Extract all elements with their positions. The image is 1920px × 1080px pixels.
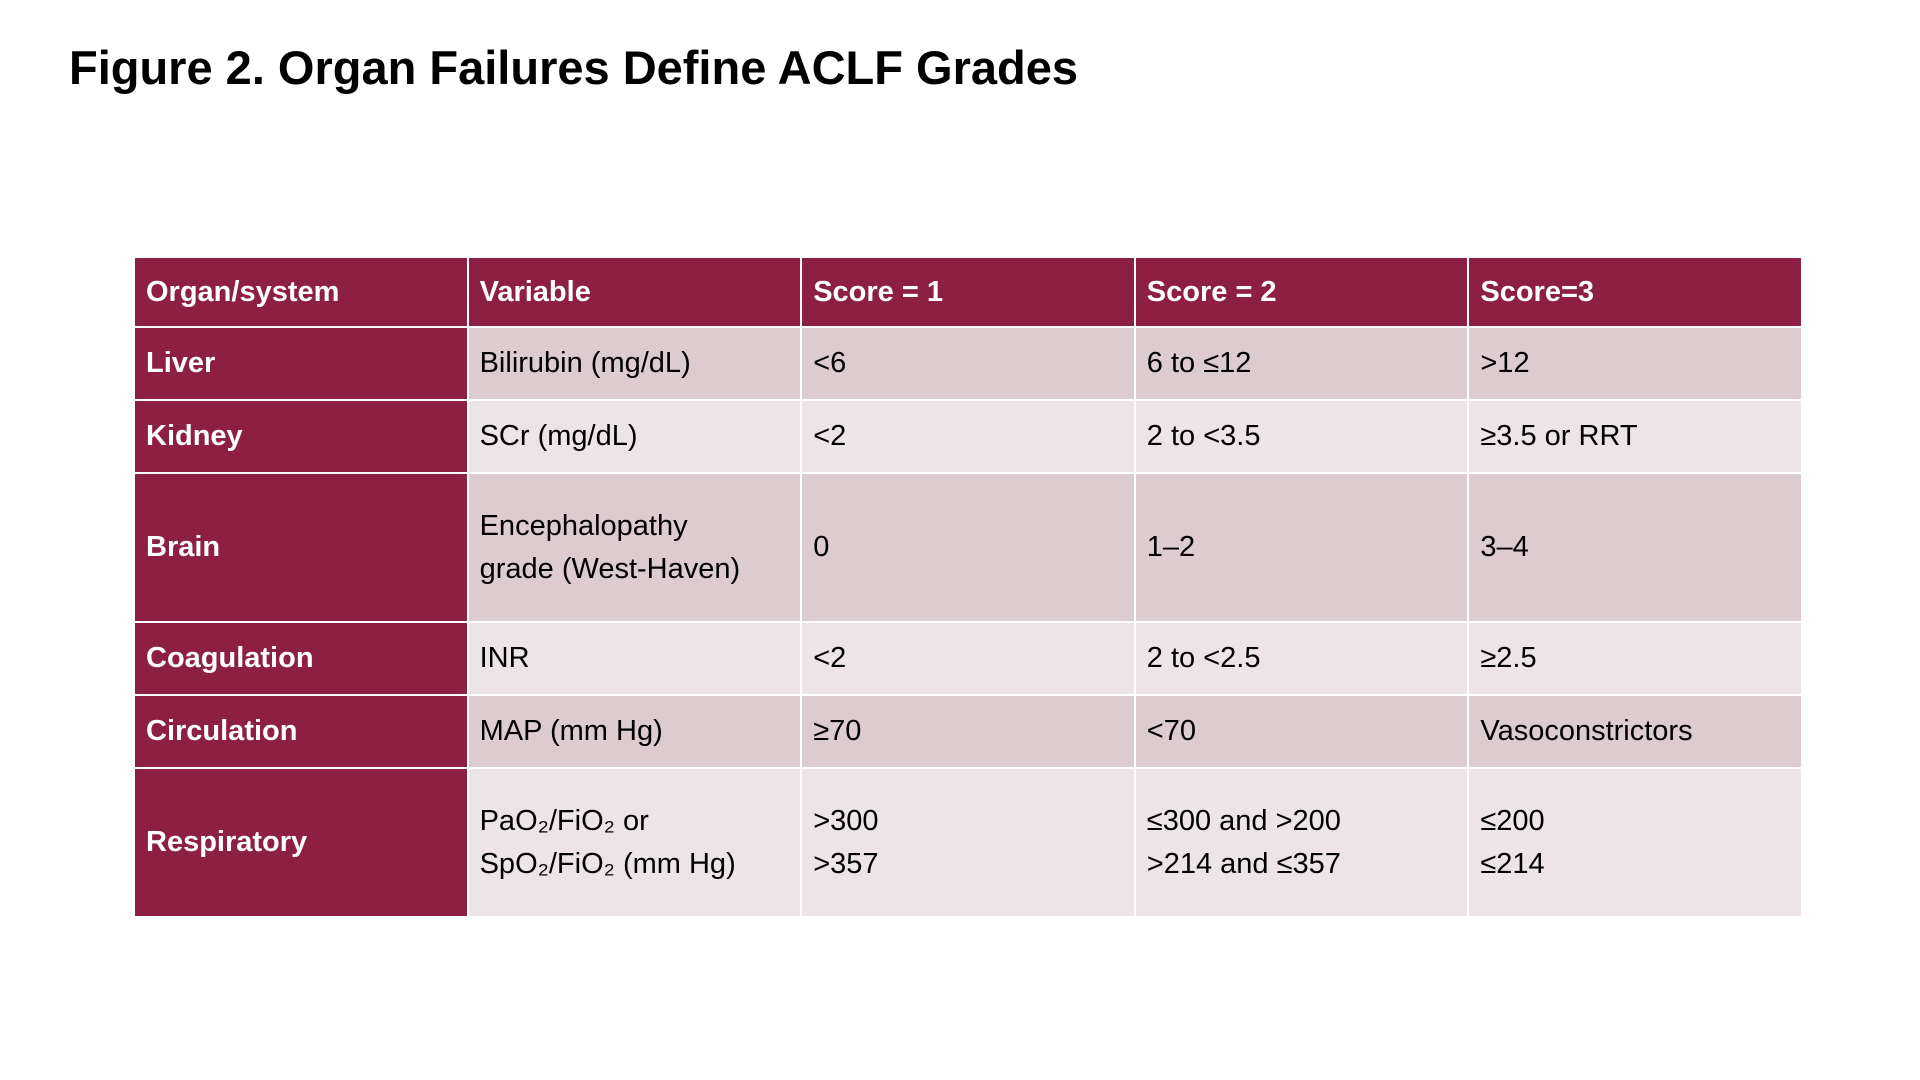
title: Figure 2. Organ Failures Define ACLF Gra… [69,41,1078,94]
table-cell: ≥3.5 or RRT [1467,399,1803,474]
table-row: Circulation MAP (mm Hg) ≥70 <70 Vasoconstric… [133,694,1803,769]
table-cell: <6 [800,326,1136,401]
table: Organ/system Variable Score = 1 Score = 2 Sc… [133,256,1803,918]
table-cell: Bilirubin (mg/dL) [466,326,803,401]
table-row: Kidney SCr (mg/dL) <2 2 to <3.5 ≥3.5 or RRT [133,399,1803,474]
organ-cell: Kidney [133,399,469,474]
table-cell: 2 to <2.5 [1133,621,1470,696]
organ-cell: Circulation [133,694,469,769]
cell-line: >214 and ≤357 [1146,847,1341,880]
organ-cell: Brain [133,472,469,623]
cell-line: Encephalopathy [479,509,688,542]
table-cell: 6 to ≤12 [1133,326,1470,401]
table-header: Organ/system Variable Score = 1 Score = 2 Sc… [133,256,1803,328]
table-row: Respiratory PaO₂/FiO₂ or SpO₂/FiO₂ (mm Hg)… [133,767,1803,918]
organ-cell: Liver [133,326,469,401]
table-cell: ≥2.5 [1467,621,1803,696]
column-header: Score = 2 [1133,256,1470,328]
table-cell: <70 [1133,694,1470,769]
cell-line: ≤300 and >200 [1146,804,1341,837]
organ-cell: Coagulation [133,621,469,696]
table-cell: MAP (mm Hg) [466,694,803,769]
cell-line: >357 [813,847,879,880]
table-cell: >300 >357 [800,767,1136,918]
table-cell: 2 to <3.5 [1133,399,1470,474]
cell-line: PaO₂/FiO₂ or [479,804,649,837]
table-cell: SCr (mg/dL) [466,399,803,474]
column-header: Score=3 [1467,256,1803,328]
table-cell: PaO₂/FiO₂ or SpO₂/FiO₂ (mm Hg) [466,767,803,918]
table-cell: <2 [800,621,1136,696]
table-row: Coagulation INR <2 2 to <2.5 ≥2.5 [133,621,1803,696]
table-body: Liver Bilirubin (mg/dL) <6 6 to ≤12 >12 Kidne… [133,326,1803,918]
cell-line: ≤214 [1480,847,1545,880]
table-cell: Encephalopathy grade (West-Haven) [466,472,803,623]
table-cell: >12 [1467,326,1803,401]
table-cell: 0 [800,472,1136,623]
table-cell: 3–4 [1467,472,1803,623]
table-cell: INR [466,621,803,696]
column-header: Score = 1 [800,256,1136,328]
cell-line: >300 [813,804,879,837]
cell-line: SpO₂/FiO₂ (mm Hg) [479,847,736,880]
table-cell: Vasoconstrictors [1467,694,1803,769]
table-row: Brain Encephalopathy grade (West-Haven) 0 1–… [133,472,1803,623]
organ-cell: Respiratory [133,767,469,918]
column-header: Organ/system [133,256,469,328]
table-cell: 1–2 [1133,472,1470,623]
cell-line: grade (West-Haven) [479,552,741,585]
table-cell: ≤200 ≤214 [1467,767,1803,918]
cell-line: ≤200 [1480,804,1545,837]
column-header: Variable [466,256,803,328]
table-cell: ≥70 [800,694,1136,769]
table-cell: <2 [800,399,1136,474]
header-row: Organ/system Variable Score = 1 Score = 2 Sc… [133,256,1803,328]
table-cell: ≤300 and >200 >214 and ≤357 [1133,767,1470,918]
table-row: Liver Bilirubin (mg/dL) <6 6 to ≤12 >12 [133,326,1803,401]
